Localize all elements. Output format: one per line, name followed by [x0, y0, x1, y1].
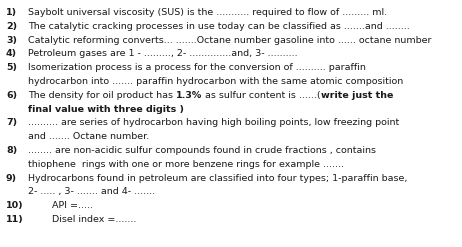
Text: as sulfur content is ......(: as sulfur content is ......( — [202, 91, 321, 100]
Text: The catalytic cracking processes in use today can be classified as .......and ..: The catalytic cracking processes in use … — [28, 22, 410, 31]
Text: 6): 6) — [6, 91, 17, 100]
Text: 1): 1) — [6, 8, 17, 17]
Text: 2): 2) — [6, 22, 17, 31]
Text: 8): 8) — [6, 146, 17, 155]
Text: write just the: write just the — [321, 91, 393, 100]
Text: 9): 9) — [6, 174, 17, 183]
Text: 1.3%: 1.3% — [176, 91, 202, 100]
Text: API =.....: API =..... — [28, 201, 93, 210]
Text: 7): 7) — [6, 118, 17, 127]
Text: Petroleum gases are 1 - ........., 2- ..............and, 3- ..........: Petroleum gases are 1 - ........., 2- ..… — [28, 49, 298, 58]
Text: Catalytic reforming converts... .......Octane number gasoline into ...... octane: Catalytic reforming converts... .......O… — [28, 36, 432, 45]
Text: final value with three digits ): final value with three digits ) — [28, 104, 184, 114]
Text: Isomerization process is a process for the conversion of .......... paraffin: Isomerization process is a process for t… — [28, 63, 366, 72]
Text: The density for oil product has: The density for oil product has — [28, 91, 176, 100]
Text: thiophene  rings with one or more benzene rings for example .......: thiophene rings with one or more benzene… — [28, 160, 344, 169]
Text: hydrocarbon into ....... paraffin hydrocarbon with the same atomic composition: hydrocarbon into ....... paraffin hydroc… — [28, 77, 403, 86]
Text: Saybolt universal viscosity (SUS) is the ........... required to flow of .......: Saybolt universal viscosity (SUS) is the… — [28, 8, 387, 17]
Text: 3): 3) — [6, 36, 17, 45]
Text: .......... are series of hydrocarbon having high boiling points, low freezing po: .......... are series of hydrocarbon hav… — [28, 118, 399, 127]
Text: ........ are non-acidic sulfur compounds found in crude fractions , contains: ........ are non-acidic sulfur compounds… — [28, 146, 376, 155]
Text: 5): 5) — [6, 63, 17, 72]
Text: 10): 10) — [6, 201, 24, 210]
Text: 4): 4) — [6, 49, 17, 58]
Text: Disel index =.......: Disel index =....... — [28, 215, 136, 224]
Text: 2- ..... , 3- ....... and 4- .......: 2- ..... , 3- ....... and 4- ....... — [28, 187, 155, 196]
Text: and ....... Octane number.: and ....... Octane number. — [28, 132, 149, 141]
Text: 11): 11) — [6, 215, 24, 224]
Text: Hydrocarbons found in petroleum are classified into four types; 1-paraffin base,: Hydrocarbons found in petroleum are clas… — [28, 174, 407, 183]
